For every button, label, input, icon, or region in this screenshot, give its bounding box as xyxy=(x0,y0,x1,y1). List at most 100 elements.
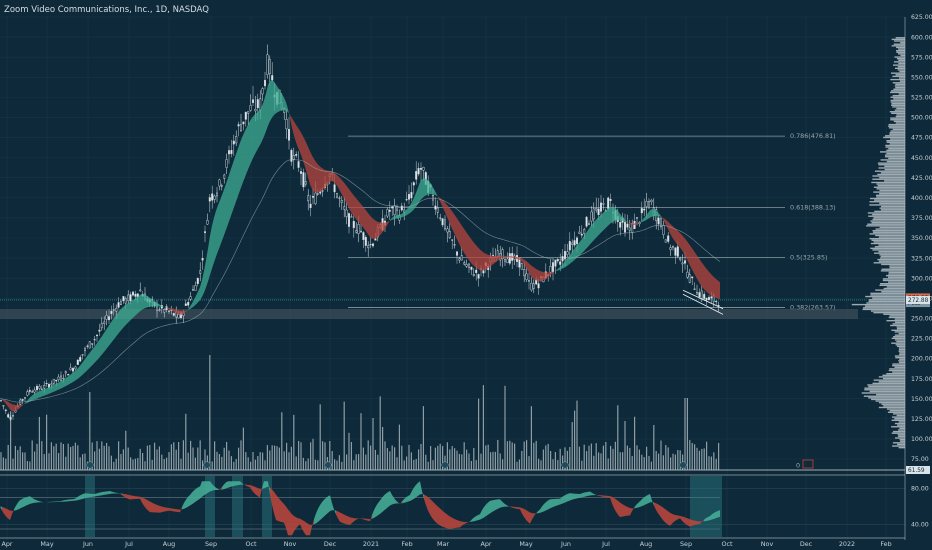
oscillator-cloud-segment xyxy=(4,507,6,517)
volume-profile-bar xyxy=(884,180,905,182)
volume-profile-bar xyxy=(887,281,905,283)
ema-cloud-segment xyxy=(318,164,320,193)
ema-cloud-segment xyxy=(606,208,608,228)
volume-profile-bar xyxy=(895,437,905,439)
oscillator-cloud-segment xyxy=(140,496,142,503)
oscillator-cloud-segment xyxy=(126,494,128,499)
volume-profile-bar xyxy=(894,334,905,336)
volume-bar xyxy=(264,460,266,470)
ema-cloud-segment xyxy=(58,381,60,390)
volume-bar xyxy=(643,457,645,470)
oscillator-cloud-segment xyxy=(278,497,280,522)
ema-cloud-segment xyxy=(146,295,148,308)
candle-body xyxy=(400,205,403,211)
ema-cloud-segment xyxy=(686,239,688,262)
oscillator-cloud-segment xyxy=(640,499,642,507)
candle-body xyxy=(602,203,605,205)
ema-cloud-segment xyxy=(24,401,26,405)
oscillator-cloud-segment xyxy=(258,488,260,498)
oscillator-cloud-segment xyxy=(598,495,600,497)
candle-body xyxy=(626,223,629,228)
fib-level-label: 0.5(325.85) xyxy=(790,253,828,261)
time-tick-label: Apr xyxy=(480,540,491,548)
oscillator-cloud-segment xyxy=(36,499,38,503)
time-axis[interactable]: Apr May Jun Jul Aug Sep Oct Nov Dec 2021 Feb Mar Apr… xyxy=(1,540,891,548)
volume-profile-bar xyxy=(889,265,905,267)
ema-cloud-segment xyxy=(570,251,572,264)
ema-cloud-segment xyxy=(646,212,648,221)
ema-cloud-segment xyxy=(564,260,566,268)
candle-body xyxy=(26,391,29,396)
candle-body xyxy=(340,199,343,203)
ema-cloud-segment xyxy=(276,84,278,114)
volume-profile-bar xyxy=(867,223,905,225)
volume-bar xyxy=(305,461,307,470)
price-tick-label: 375.00 xyxy=(911,215,932,222)
volume-profile-bar xyxy=(887,276,905,278)
oscillator-cloud-segment xyxy=(216,487,218,491)
ema-cloud-segment xyxy=(208,235,210,282)
ema-cloud-segment xyxy=(298,127,300,153)
ema-cloud-segment xyxy=(600,213,602,234)
oscillator-cloud-segment xyxy=(396,500,398,504)
ema-cloud-segment xyxy=(186,309,188,312)
volume-bar xyxy=(353,460,355,470)
ema-cloud-segment xyxy=(468,234,470,262)
ema-cloud-segment xyxy=(184,310,186,314)
volume-bar xyxy=(348,432,350,470)
volume-profile-bar xyxy=(883,287,905,290)
oscillator-cloud-segment xyxy=(176,509,178,513)
volume-bar xyxy=(238,447,240,470)
volume-bar xyxy=(535,440,537,470)
ema-cloud-segment xyxy=(712,275,714,298)
volume-bar xyxy=(622,452,624,470)
oscillator-cloud-segment xyxy=(674,514,676,522)
oscillator-cloud-segment xyxy=(152,502,154,513)
candle-body xyxy=(119,301,122,306)
ema-cloud-segment xyxy=(386,221,388,228)
ema-cloud-segment xyxy=(350,190,352,214)
volume-profile-bar xyxy=(869,233,905,235)
ema-cloud-segment xyxy=(46,387,48,395)
volume-bar xyxy=(631,455,633,470)
candle-body xyxy=(86,345,89,347)
price-tick-label: 325.00 xyxy=(911,255,932,262)
candle-body xyxy=(679,257,682,261)
ema-cloud-segment xyxy=(214,210,216,263)
oscillator-cloud-segment xyxy=(270,487,272,505)
volume-bar xyxy=(130,457,132,470)
ema-cloud-segment xyxy=(508,255,510,258)
volume-bar xyxy=(197,447,199,470)
ema-cloud-segment xyxy=(64,377,66,388)
oscillator-cloud-segment xyxy=(326,496,328,515)
price-tick-label: 550.00 xyxy=(911,74,932,81)
oscillator-cloud-segment xyxy=(58,501,60,502)
oscillator-cloud-segment xyxy=(418,481,420,496)
oscillator-cloud-segment xyxy=(164,507,166,512)
ema-cloud-segment xyxy=(338,175,340,191)
ema-cloud-segment xyxy=(572,249,574,263)
volume-bar xyxy=(24,452,26,470)
candle-body xyxy=(523,269,526,277)
ema-cloud-segment xyxy=(336,174,338,188)
oscillator-cloud-segment xyxy=(698,521,700,525)
volume-bar xyxy=(566,450,568,470)
ema-cloud-segment xyxy=(642,218,644,223)
volume-bar xyxy=(490,452,492,470)
oscillator-cloud-segment xyxy=(250,485,252,491)
ema-cloud-segment xyxy=(300,130,302,158)
oscillator-cloud-segment xyxy=(458,520,460,528)
candle-body xyxy=(239,124,242,132)
candle-body xyxy=(122,296,125,301)
candle-body xyxy=(163,309,166,313)
price-axis[interactable]: 625.00600.00575.00550.00525.00500.00475.… xyxy=(911,14,932,528)
ema-cloud-segment xyxy=(452,211,454,233)
volume-bar xyxy=(634,416,636,470)
volume-profile-bar xyxy=(893,120,905,123)
volume-profile-bar xyxy=(888,123,905,126)
ema-cloud-segment xyxy=(670,223,672,237)
candle-body xyxy=(578,231,581,234)
volume-bar xyxy=(384,441,386,470)
volume-bar xyxy=(432,460,434,470)
